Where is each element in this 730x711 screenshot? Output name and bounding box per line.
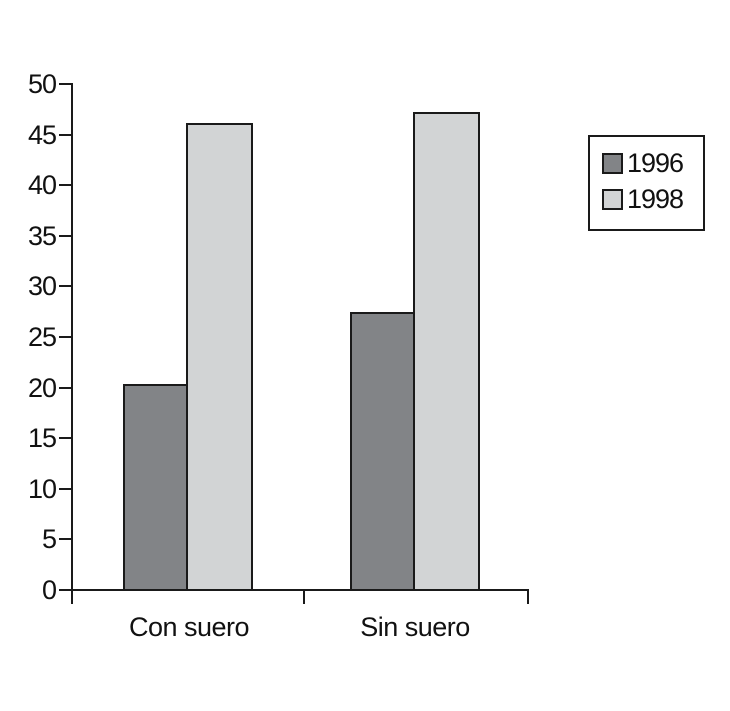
bar-sin-suero-1998 (413, 112, 480, 591)
y-tick (59, 235, 73, 237)
x-category-label: Con suero (128, 612, 250, 642)
y-tick-label: 45 (27, 120, 57, 150)
legend-swatch-icon (602, 189, 623, 210)
y-tick-label: 50 (27, 69, 57, 99)
x-tick (303, 589, 305, 604)
y-tick (59, 437, 73, 439)
y-tick-label: 0 (41, 575, 57, 605)
y-tick (59, 134, 73, 136)
bar-con-suero-1996 (123, 384, 188, 591)
y-tick-label: 30 (27, 271, 57, 301)
y-tick (59, 336, 73, 338)
y-tick (59, 589, 73, 591)
y-tick (59, 83, 73, 85)
y-tick-label: 40 (27, 170, 57, 200)
y-tick-label: 15 (27, 423, 57, 453)
y-tick-label: 25 (27, 322, 57, 352)
y-tick (59, 387, 73, 389)
y-tick-label: 5 (41, 524, 57, 554)
legend-label: 1998 (627, 184, 684, 214)
y-tick-label: 10 (27, 474, 57, 504)
x-category-label: Sin suero (360, 612, 470, 642)
y-tick (59, 538, 73, 540)
x-tick (71, 589, 73, 604)
y-tick-label: 35 (27, 221, 57, 251)
legend-swatch-icon (602, 153, 623, 174)
y-tick-label: 20 (27, 373, 57, 403)
legend-label: 1996 (627, 148, 684, 178)
legend: 1996 1998 (588, 135, 705, 231)
y-tick (59, 488, 73, 490)
legend-entry-1996: 1996 (602, 148, 703, 178)
y-tick (59, 285, 73, 287)
x-axis-line (71, 589, 529, 591)
bar-sin-suero-1996 (350, 312, 415, 591)
legend-entry-1998: 1998 (602, 184, 703, 214)
x-tick (527, 589, 529, 604)
bar-con-suero-1998 (186, 123, 253, 591)
y-tick (59, 184, 73, 186)
